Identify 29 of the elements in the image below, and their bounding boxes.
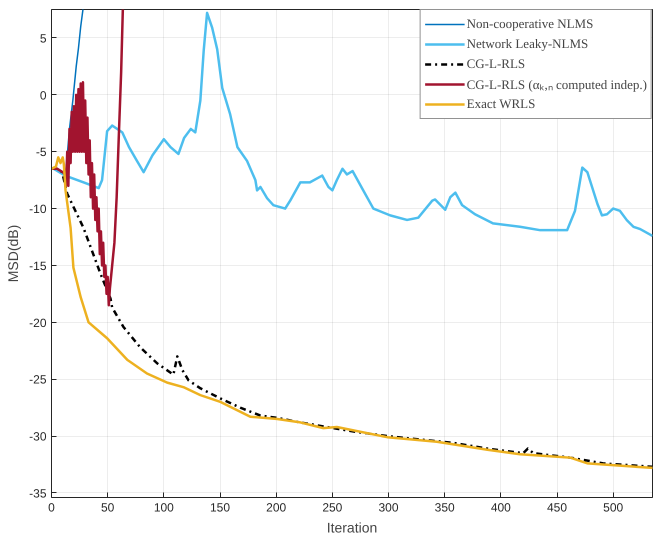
x-tick-label: 50 [100, 500, 115, 514]
legend-label: Exact WRLS [466, 96, 536, 112]
y-tick-label: -25 [29, 372, 47, 387]
x-tick-label: 0 [48, 500, 56, 514]
y-tick-label: -10 [29, 202, 47, 216]
legend-label: Network Leaky-NLMS [466, 36, 588, 52]
x-tick-label: 200 [266, 500, 287, 514]
x-tick-label: 450 [547, 500, 568, 514]
y-tick-label: -20 [29, 316, 47, 330]
legend-label: Non-cooperative NLMS [466, 16, 594, 32]
y-tick-label: -5 [36, 145, 47, 160]
y-axis-title: MSD(dB) [5, 224, 22, 282]
y-tick-label: -35 [29, 486, 47, 500]
x-tick-label: 250 [322, 500, 343, 514]
x-axis-title: Iteration [326, 520, 378, 536]
x-tick-label: 150 [210, 500, 230, 514]
x-tick-label: 350 [434, 500, 456, 514]
legend-label: CG-L-RLS [466, 56, 526, 72]
x-tick-label: 400 [490, 500, 512, 514]
x-tick-label: 100 [154, 500, 174, 514]
line-series [52, 10, 124, 307]
y-tick-label: -15 [29, 258, 47, 273]
y-tick-label: 5 [40, 31, 47, 46]
x-tick-label: 300 [378, 500, 399, 514]
legend-label: CG-L-RLS (αₖ,ₙ computed indep.) [466, 76, 647, 93]
y-tick-label: 0 [40, 88, 47, 102]
y-tick-label: -30 [29, 430, 47, 444]
line-series [52, 12, 652, 238]
x-tick-label: 500 [603, 500, 624, 514]
